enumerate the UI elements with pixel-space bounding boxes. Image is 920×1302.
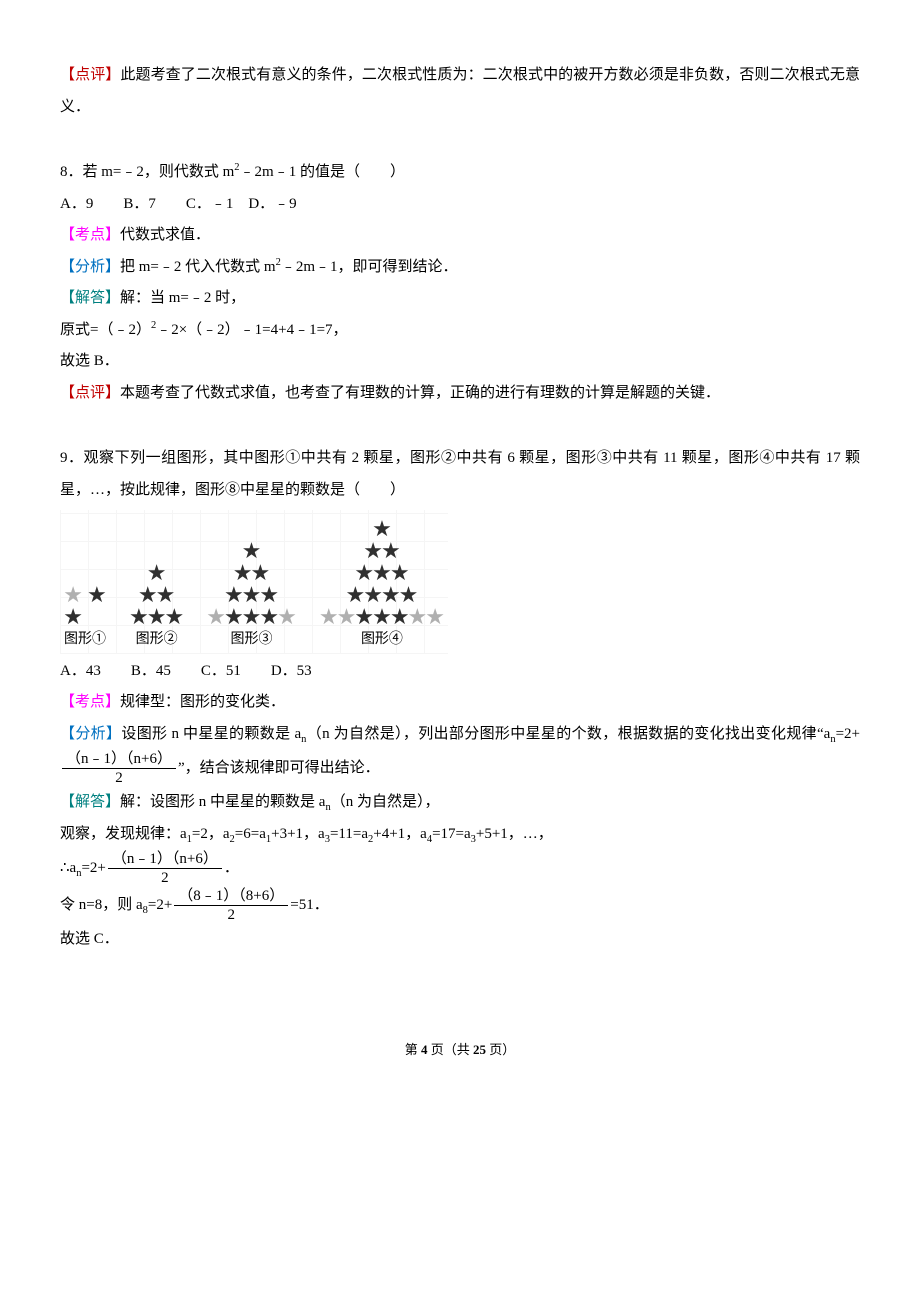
label-jieda: 【解答】 [60,794,120,810]
q8-stem: 8．若 m=﹣2，则代数式 m2﹣2m﹣1 的值是（ ） [60,157,860,189]
q8-jieda-3: 故选 B． [60,346,860,378]
star-icon: ★ [277,606,297,628]
figure-1: ★★ ★ 图形① [64,584,106,650]
q9-kd-text: 规律型：图形的变化类． [120,694,285,710]
star-icon: ★ [147,562,167,584]
t: +4+1，a [373,826,427,842]
fraction: （8﹣1）（8+6）2 [174,887,288,924]
fig-label-3: 图形③ [231,630,273,650]
q8-dp-text: 本题考查了代数式求值，也考查了有理数的计算，正确的进行有理数的计算是解题的关键． [120,385,720,401]
q9-jd-b: （n 为自然是）， [331,794,440,810]
q9-fx-d: ”，结合该规律即可得出结论． [178,760,380,776]
label-jieda: 【解答】 [60,290,120,306]
footer-c: 页） [486,1042,515,1057]
q8-fx-b: ﹣2m﹣1，即可得到结论． [281,259,458,275]
q8-kaodian: 【考点】代数式求值． [60,220,860,252]
q9-jd-a: 解：设图形 n 中星星的颗数是 a [120,794,325,810]
q9-jieda-3: ∴an=2+（n﹣1）（n+6）2． [60,850,860,887]
q9-fx-a: 设图形 n 中星星的颗数是 a [121,726,301,742]
q9-jieda-4: 令 n=8，则 a8=2+（8﹣1）（8+6）2=51． [60,887,860,924]
frac-num: （8﹣1）（8+6） [174,887,288,906]
t: =6=a [235,826,266,842]
frac-num: （n﹣1）（n+6） [62,750,176,769]
star-icon: ★ [63,606,83,628]
q8-kd-text: 代数式求值． [120,227,210,243]
q9-figure: ★★ ★ 图形① ★ ★★ ★★★ 图形② ★ ★★ ★★★ ★★★★★ 图形③… [60,510,448,654]
spacer [60,409,860,443]
q8-fenxi: 【分析】把 m=﹣2 代入代数式 m2﹣2m﹣1，即可得到结论． [60,252,860,284]
t: =11=a [330,826,368,842]
t: =17=a [432,826,471,842]
q8-stem-b: ﹣2m﹣1 的值是（ ） [240,164,405,180]
label-comment: 【点评】 [60,67,120,83]
t: ． [224,860,239,876]
star-icon: ★ [399,584,419,606]
q8-jd2-b: ﹣2×（﹣2）﹣1=4+4﹣1=7， [156,322,347,338]
footer-total: 25 [473,1042,486,1057]
q9-jieda-1: 【解答】解：设图形 n 中星星的颗数是 an（n 为自然是）， [60,787,860,819]
q9-stem: 9．观察下列一组图形，其中图形①中共有 2 颗星，图形②中共有 6 颗星，图形③… [60,443,860,506]
label-fenxi: 【分析】 [60,259,120,275]
frac-den: 2 [174,906,288,924]
q9-fx-c: =2+ [836,726,860,742]
star-icon: ★ [381,540,401,562]
t: ∴a [60,860,76,876]
spacer [60,123,860,157]
footer-b: 页（共 [427,1042,473,1057]
figure-3: ★ ★★ ★★★ ★★★★★ 图形③ [207,540,296,650]
footer-a: 第 [405,1042,421,1057]
star-icon: ★ [259,584,279,606]
p1-comment: 【点评】此题考查了二次根式有意义的条件，二次根式性质为：二次根式中的被开方数必须… [60,60,860,123]
q9-kaodian: 【考点】规律型：图形的变化类． [60,687,860,719]
star-icon: ★ [156,584,176,606]
t: =51． [290,897,328,913]
q8-dianping: 【点评】本题考查了代数式求值，也考查了有理数的计算，正确的进行有理数的计算是解题… [60,378,860,410]
page-footer: 第 4 页（共 25 页） [60,1036,860,1063]
q9-options: A．43 B．45 C．51 D．53 [60,656,860,688]
label-dianping: 【点评】 [60,385,120,401]
fig-label-2: 图形② [136,630,178,650]
t: +3+1，a [271,826,325,842]
q8-jd-text: 解：当 m=﹣2 时， [120,290,245,306]
q9-jieda-2: 观察，发现规律：a1=2，a2=6=a1+3+1，a3=11=a2+4+1，a4… [60,819,860,851]
t: =2+ [148,897,172,913]
label-kaodian: 【考点】 [60,694,120,710]
q8-jieda-2: 原式=（﹣2）2﹣2×（﹣2）﹣1=4+4﹣1=7， [60,315,860,347]
q9-jieda-5: 故选 C． [60,924,860,956]
t: =2，a [192,826,230,842]
q8-jieda-1: 【解答】解：当 m=﹣2 时， [60,283,860,315]
q8-options: A．9 B．7 C．﹣1 D．﹣9 [60,189,860,221]
star-icon: ★ [390,562,410,584]
fraction: （n﹣1）（n+6）2 [108,850,222,887]
frac-den: 2 [62,769,176,787]
fraction: （n﹣1）（n+6）2 [62,750,176,787]
q8-jd2-a: 原式=（﹣2） [60,322,151,338]
frac-num: （n﹣1）（n+6） [108,850,222,869]
label-kaodian: 【考点】 [60,227,120,243]
q8-stem-a: 8．若 m=﹣2，则代数式 m [60,164,234,180]
figure-2: ★ ★★ ★★★ 图形② [130,562,183,650]
star-icon: ★ [242,540,262,562]
q9-jd2: 观察，发现规律：a [60,826,187,842]
q8-fx-a: 把 m=﹣2 代入代数式 m [120,259,276,275]
t: 令 n=8，则 a [60,897,143,913]
star-icon: ★ [164,606,184,628]
fig-label-1: 图形① [64,630,106,650]
figure-4: ★ ★★ ★★★ ★★★★ ★★★★★★★ 图形④ [320,518,444,650]
p1-text: 此题考查了二次根式有意义的条件，二次根式性质为：二次根式中的被开方数必须是非负数… [60,67,860,115]
star-icon: ★ [87,584,107,606]
star-icon: ★ [63,584,83,606]
t: =2+ [81,860,105,876]
q9-fenxi: 【分析】设图形 n 中星星的颗数是 an（n 为自然是），列出部分图形中星星的个… [60,719,860,788]
star-icon: ★ [251,562,271,584]
fig-label-4: 图形④ [361,630,403,650]
label-fenxi: 【分析】 [60,726,121,742]
t: +5+1，…， [476,826,553,842]
star-icon: ★ [372,518,392,540]
q9-fx-b: （n 为自然是），列出部分图形中星星的个数，根据数据的变化找出变化规律“a [306,726,830,742]
star-icon: ★ [425,606,445,628]
frac-den: 2 [108,869,222,887]
